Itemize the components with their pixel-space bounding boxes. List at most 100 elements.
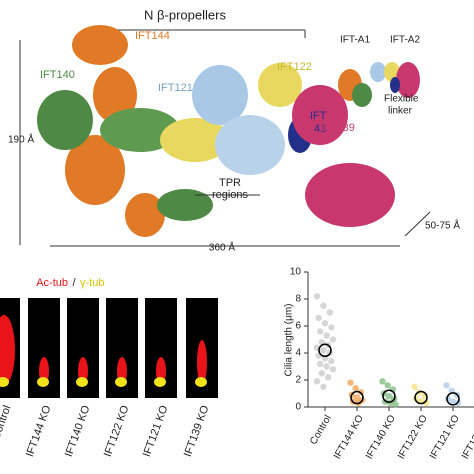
inset-label: linker <box>388 106 413 117</box>
data-point <box>321 320 329 327</box>
ift144-shape <box>72 25 128 65</box>
label: IFT122 <box>277 61 312 73</box>
structure: N β-propellers IFT144 IFT140 IFT121 IFT1… <box>8 7 460 253</box>
ift139-shape <box>292 85 348 145</box>
cilium-signal <box>0 315 15 385</box>
label: IFT144 <box>135 30 170 42</box>
panel-label: IFT122 KO <box>102 403 132 458</box>
inset-shape <box>352 83 372 107</box>
y-tick-label: 8 <box>295 294 301 305</box>
ift144-shape <box>93 67 137 123</box>
structure-title: N β-propellers <box>144 7 226 22</box>
stain-separator: / <box>72 277 76 289</box>
label: IFT140 <box>40 69 75 81</box>
mean-marker <box>318 343 332 358</box>
x-tick-label: Control <box>308 413 334 446</box>
mean-marker <box>382 389 396 403</box>
data-point <box>423 399 430 407</box>
panel-label: IFT139 KO <box>182 403 212 458</box>
data-point <box>317 360 324 367</box>
ift144-shape <box>65 135 125 205</box>
panel-label: IFT121 KO <box>141 403 171 458</box>
basal-body-signal <box>195 377 207 387</box>
y-tick-label: 10 <box>290 267 302 278</box>
label: TPR <box>219 177 241 189</box>
dimension: 50-75 Å <box>425 219 460 232</box>
data-point <box>315 352 322 359</box>
data-point <box>313 293 321 300</box>
mean-marker <box>414 390 428 405</box>
data-point <box>347 379 354 386</box>
data-point <box>326 309 333 316</box>
inset-shape <box>396 62 420 98</box>
stain-label: γ-tub <box>80 277 104 289</box>
x-tick-label: IFT122 KO <box>396 413 430 461</box>
panel-label: IFT144 KO <box>24 403 54 458</box>
microscopy: Ac-tub / γ-tub Control IFT144 KO IFT140 KO… <box>0 277 218 459</box>
data-point <box>449 398 457 405</box>
data-point <box>329 366 337 373</box>
x-tick-label: IFT140 KO <box>364 413 398 461</box>
data-point <box>379 378 386 385</box>
mean-marker <box>350 390 364 405</box>
panel-label: Control <box>0 404 14 441</box>
inset-label: IFT-A2 <box>390 35 420 46</box>
label: 43 <box>314 123 326 135</box>
inset-shape <box>384 62 400 82</box>
inset-label: IFT-A1 <box>340 35 370 46</box>
ift140-shape <box>157 189 213 221</box>
data-point <box>385 393 393 400</box>
data-point <box>444 395 451 403</box>
dimension: 360 Å <box>209 241 235 254</box>
data-point <box>315 314 322 322</box>
basal-body-signal <box>76 377 88 387</box>
y-tick-label: 4 <box>295 348 301 359</box>
panel-label: IFT140 KO <box>63 403 93 458</box>
stain-label: Ac-tub <box>36 277 68 289</box>
data-point <box>313 378 321 385</box>
ift139-shape <box>305 163 395 227</box>
ift121-shape <box>192 65 248 125</box>
ift144-shape <box>125 193 165 237</box>
label: regions <box>212 189 249 201</box>
data-point <box>353 394 361 401</box>
label: IFT121 <box>158 82 193 94</box>
data-point <box>443 382 450 389</box>
data-point <box>384 382 391 389</box>
basal-body-signal <box>0 377 9 387</box>
y-axis-label: Cilia length (μm) <box>284 303 295 376</box>
x-tick-label: IFT144 KO <box>332 413 366 461</box>
ift140-shape <box>100 108 180 152</box>
data-point <box>325 374 332 381</box>
inset-shape <box>370 62 386 82</box>
dimension-line <box>404 211 431 237</box>
y-tick-label: 2 <box>295 375 301 386</box>
data-point <box>323 332 330 339</box>
dimension: 190 Å <box>8 133 34 146</box>
data-point <box>411 383 418 390</box>
data-point <box>323 363 330 370</box>
ift122-shape <box>258 63 302 107</box>
label: IFT139 <box>320 122 355 134</box>
data-point <box>318 370 325 377</box>
ift121-shape <box>215 115 285 175</box>
data-point <box>317 328 324 335</box>
ift122-shape <box>160 118 230 162</box>
x-tick-label: IFT121 KO <box>428 413 462 461</box>
cilium-signal <box>197 340 207 385</box>
basal-body-signal <box>154 377 166 387</box>
inset-shape <box>390 77 400 93</box>
basal-body-signal <box>115 377 127 387</box>
data-point <box>352 384 359 392</box>
data-point <box>392 401 399 408</box>
basal-body-signal <box>37 377 49 387</box>
y-tick-label: 6 <box>295 321 301 332</box>
x-tick-label: IFT139 KO <box>460 413 474 461</box>
mean-marker <box>446 392 460 406</box>
inset-label: Flexible <box>384 94 419 105</box>
data-point <box>320 347 327 354</box>
label: IFT <box>310 110 327 122</box>
